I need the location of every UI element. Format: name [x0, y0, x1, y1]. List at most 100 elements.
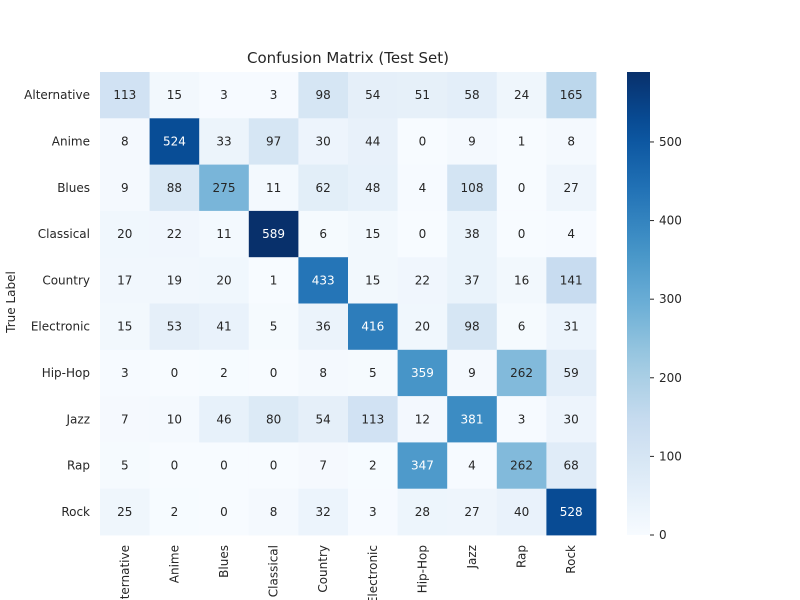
cell-value-label: 97 — [266, 134, 281, 148]
cell-value-label: 1 — [270, 273, 278, 287]
row-tick-label: Hip-Hop — [42, 366, 90, 380]
heatmap-cell — [397, 118, 448, 165]
heatmap-cell — [546, 164, 597, 212]
row-tick-label: Rap — [67, 459, 90, 473]
cell-value-label: 347 — [411, 459, 434, 473]
heatmap-cell — [496, 257, 547, 304]
colorbar-ticks: 0 100 200 300 400 500 — [650, 135, 682, 542]
cell-value-label: 262 — [510, 459, 533, 473]
cell-value-label: 27 — [564, 181, 579, 195]
heatmap-cell — [199, 442, 250, 490]
cell-value-label: 15 — [365, 227, 380, 241]
cell-value-label: 11 — [266, 181, 281, 195]
heatmap-cell — [199, 349, 250, 397]
heatmap-cell — [447, 210, 498, 258]
cell-value-label: 0 — [171, 459, 179, 473]
cell-value-label: 48 — [365, 181, 380, 195]
heatmap-cell — [149, 72, 200, 119]
cell-value-label: 88 — [167, 181, 182, 195]
heatmap-cell — [496, 303, 547, 351]
cell-value-label: 433 — [312, 273, 335, 287]
heatmap-cell — [248, 303, 299, 351]
cell-value-label: 2 — [369, 459, 377, 473]
heatmap-cell — [546, 118, 597, 165]
cell-value-label: 16 — [514, 273, 529, 287]
cell-value-label: 5 — [369, 366, 377, 380]
heatmap-cell — [149, 210, 200, 258]
cell-value-label: 0 — [171, 366, 179, 380]
column-tick-label: Jazz — [465, 545, 479, 570]
heatmap-cell — [348, 72, 398, 119]
cell-value-label: 25 — [117, 505, 132, 519]
cell-value-label: 0 — [270, 459, 278, 473]
cell-value-label: 19 — [167, 273, 182, 287]
heatmap-cell — [546, 488, 597, 536]
cell-value-label: 98 — [464, 320, 479, 334]
cell-value-label: 41 — [216, 320, 231, 334]
heatmap-cell — [348, 396, 398, 443]
heatmap-cell — [348, 303, 398, 351]
heatmap-cell — [149, 442, 200, 490]
heatmap-cell — [248, 164, 299, 212]
cell-value-label: 54 — [316, 412, 331, 426]
cell-value-label: 4 — [419, 181, 427, 195]
cell-value-label: 30 — [564, 412, 579, 426]
heatmap-cell — [298, 396, 349, 443]
cell-value-label: 1 — [518, 134, 526, 148]
column-tick-label: Electronic — [366, 545, 380, 600]
cell-value-label: 5 — [270, 320, 278, 334]
cell-value-label: 20 — [117, 227, 132, 241]
heatmap-cell — [397, 72, 448, 119]
heatmap-cell — [447, 72, 498, 119]
heatmap-cell — [546, 303, 597, 351]
cell-value-label: 2 — [171, 505, 179, 519]
cell-value-label: 589 — [262, 227, 285, 241]
cell-value-label: 524 — [163, 134, 186, 148]
cell-value-label: 0 — [220, 505, 228, 519]
colorbar — [627, 72, 650, 535]
heatmap-cell — [447, 164, 498, 212]
colorbar-tick-label: 300 — [659, 292, 682, 306]
cell-value-label: 0 — [518, 227, 526, 241]
heatmap-cell — [397, 164, 448, 212]
cell-value-label: 28 — [415, 505, 430, 519]
heatmap-cell — [397, 210, 448, 258]
cell-value-label: 381 — [461, 412, 484, 426]
heatmap-cell — [199, 118, 250, 165]
cell-value-label: 32 — [316, 505, 331, 519]
heatmap-cell — [496, 442, 547, 490]
heatmap-cell — [546, 72, 597, 119]
heatmap-cell — [100, 488, 150, 536]
heatmap-cell — [546, 349, 597, 397]
heatmap-cell — [447, 118, 498, 165]
heatmap-cell — [248, 72, 299, 119]
y-axis-label: True Label — [4, 271, 18, 334]
cell-value-label: 262 — [510, 366, 533, 380]
cell-value-label: 80 — [266, 412, 281, 426]
cell-value-label: 141 — [560, 273, 583, 287]
heatmap-cell — [447, 396, 498, 443]
heatmap-cell — [397, 488, 448, 536]
heatmap-cell — [100, 210, 150, 258]
heatmap-cell — [348, 349, 398, 397]
cell-value-label: 4 — [468, 459, 476, 473]
heatmap-cell — [149, 349, 200, 397]
row-tick-label: Electronic — [31, 320, 90, 334]
cell-value-label: 108 — [461, 181, 484, 195]
heatmap-cell — [248, 118, 299, 165]
cell-value-label: 33 — [216, 134, 231, 148]
cell-value-label: 4 — [567, 227, 575, 241]
heatmap-cell — [199, 257, 250, 304]
heatmap-cell — [496, 488, 547, 536]
heatmap-cell — [397, 257, 448, 304]
heatmap-cell — [248, 488, 299, 536]
row-tick-label: Jazz — [66, 412, 91, 426]
cell-value-label: 46 — [216, 412, 231, 426]
column-tick-labels: Alternative Anime Blues Classical Country Ele… — [118, 545, 578, 600]
column-tick-label: Hip-Hop — [415, 545, 429, 593]
colorbar-tick-label: 0 — [659, 528, 667, 542]
cell-value-label: 9 — [121, 181, 129, 195]
row-tick-label: Country — [42, 273, 90, 287]
cell-value-label: 7 — [121, 412, 129, 426]
cell-value-label: 31 — [564, 320, 579, 334]
